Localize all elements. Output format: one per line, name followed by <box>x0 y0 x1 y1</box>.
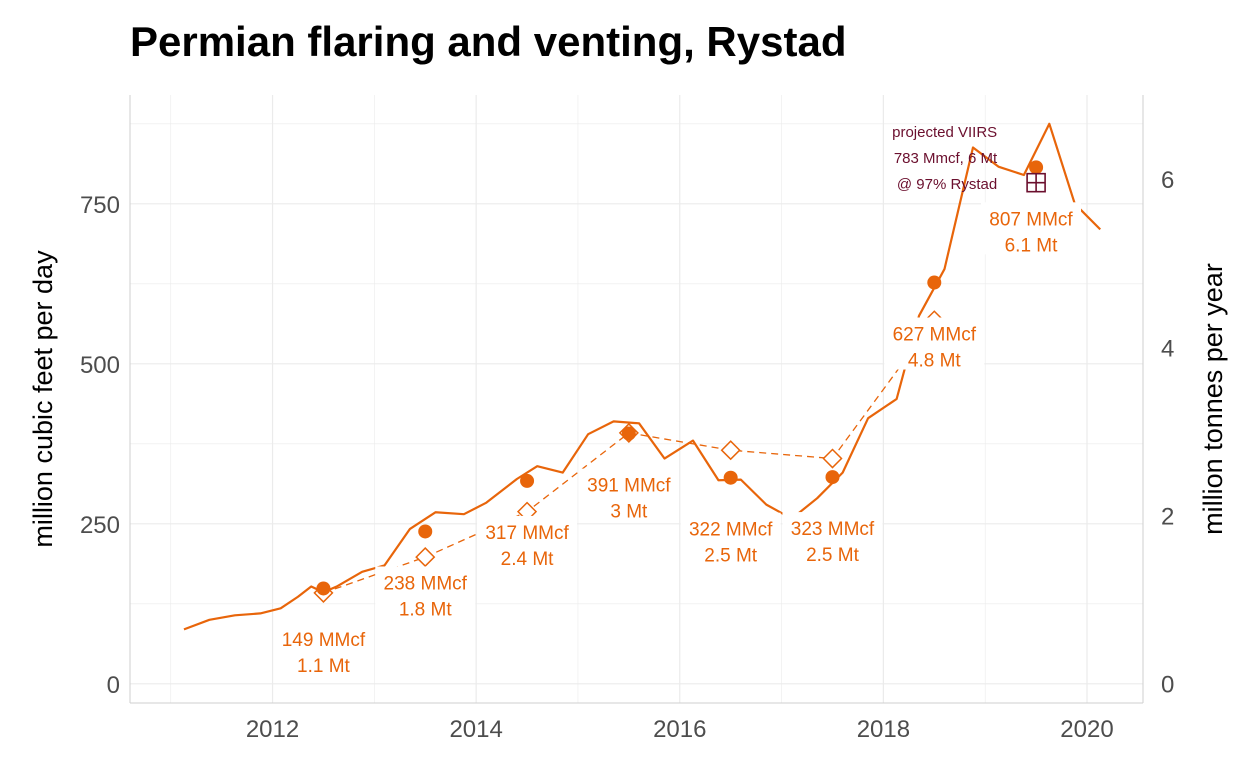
series-layer <box>183 122 1102 631</box>
diamond-point <box>415 547 436 568</box>
x-tick-label: 2012 <box>246 716 299 743</box>
annotation-label: 807 MMcf <box>989 209 1073 230</box>
annual-average-point <box>1029 160 1044 175</box>
annotation-halo <box>578 468 679 521</box>
annotation-halo <box>375 566 476 619</box>
annotation-label: 322 MMcf <box>689 520 773 541</box>
annual-average-point <box>316 581 331 596</box>
diamond-point <box>720 440 741 461</box>
annotation-label: 149 MMcf <box>282 630 366 651</box>
annotation-halo <box>884 317 985 370</box>
annual-average-point <box>520 473 535 488</box>
annual-average-point <box>621 426 636 441</box>
annual-average-point <box>825 470 840 485</box>
y-axis-title: million cubic feet per day <box>28 250 58 548</box>
x-tick-label: 2018 <box>857 716 910 743</box>
annotation-label: 3 Mt <box>610 502 648 523</box>
viirs-annotation-line: @ 97% Rystad <box>897 176 997 193</box>
annotation-label: 391 MMcf <box>587 476 671 497</box>
y2-tick-label: 0 <box>1161 672 1174 699</box>
annotation-label: 1.8 Mt <box>399 599 453 620</box>
y2-tick-label: 4 <box>1161 335 1174 362</box>
annotation-halo <box>981 202 1082 255</box>
annotation-label: 4.8 Mt <box>908 351 962 372</box>
annotation-halo <box>782 512 883 565</box>
annotation-label: 1.1 Mt <box>297 656 351 677</box>
monthly-series-line <box>183 122 1102 631</box>
chart-title: Permian flaring and venting, Rystad <box>130 18 847 65</box>
y-tick-label: 0 <box>107 672 120 699</box>
x-tick-label: 2020 <box>1060 716 1113 743</box>
y-tick-label: 250 <box>80 512 120 539</box>
annotation-halo <box>273 622 374 675</box>
annotation-label: 2.5 Mt <box>806 545 860 566</box>
annotation-label: 2.5 Mt <box>704 546 758 567</box>
y2-axis-title: million tonnes per year <box>1198 263 1228 535</box>
y2-tick-label: 2 <box>1161 503 1174 530</box>
annotation-halo <box>680 512 781 565</box>
grid-layer <box>130 95 1143 703</box>
y-tick-label: 500 <box>80 352 120 379</box>
annotation-halo <box>477 515 578 568</box>
viirs-annotation-line: projected VIIRS <box>892 124 997 141</box>
annual-average-point <box>723 470 738 485</box>
annotation-label: 6.1 Mt <box>1005 235 1059 256</box>
annotation-label: 238 MMcf <box>384 573 468 594</box>
annual-average-point <box>927 275 942 290</box>
viirs-annotation-line: 783 Mmcf, 6 Mt <box>894 150 998 167</box>
x-tick-label: 2016 <box>653 716 706 743</box>
annotation-label: 323 MMcf <box>791 519 875 540</box>
y2-tick-label: 6 <box>1161 167 1174 194</box>
x-tick-label: 2014 <box>449 716 502 743</box>
label-layer: 149 MMcf 1.1 Mt 238 MMcf 1.8 Mt 317 MMcf 2.4 … <box>273 124 1082 677</box>
annotation-label: 2.4 Mt <box>501 549 555 570</box>
annual-average-point <box>418 524 433 539</box>
y-tick-label: 750 <box>80 192 120 219</box>
diamond-point <box>822 448 843 469</box>
axis-layer: 2012 2014 2016 2018 2020 0 250 500 750 0 2 4 6 millio… <box>28 95 1228 743</box>
annotation-label: 627 MMcf <box>893 325 977 346</box>
annotation-label: 317 MMcf <box>485 523 569 544</box>
